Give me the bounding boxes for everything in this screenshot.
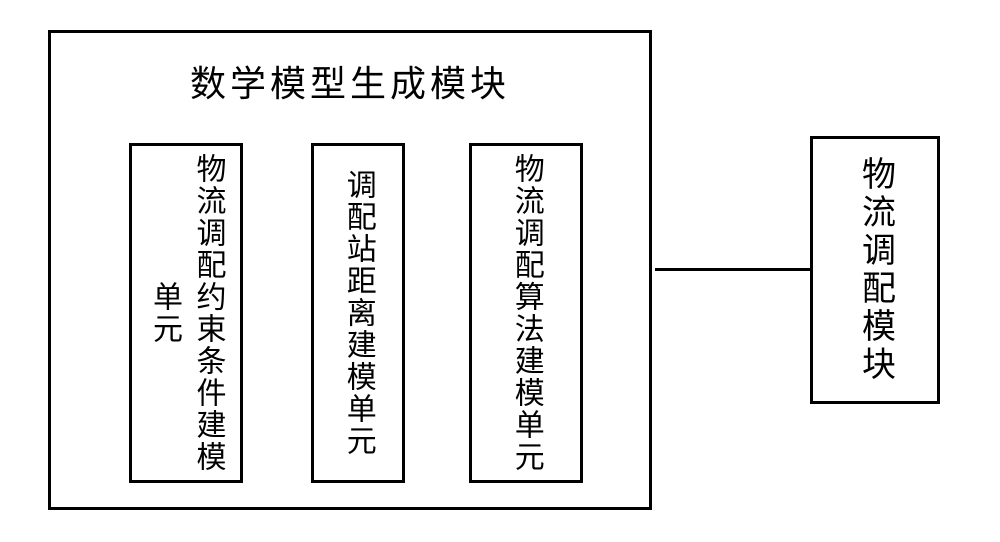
main-module-box: 数学模型生成模块 物流调配约束条件建模单元 调配站距离建模单元 物流调配算法建模… — [48, 30, 652, 510]
logistics-algorithm-unit-box: 物流调配算法建模单元 — [469, 143, 583, 483]
main-module-title: 数学模型生成模块 — [51, 55, 649, 107]
station-distance-unit-label: 调配站距离建模单元 — [336, 169, 380, 457]
connector-line — [655, 268, 810, 271]
logistics-constraint-unit-label: 物流调配约束条件建模单元 — [143, 146, 230, 480]
logistics-constraint-unit-box: 物流调配约束条件建模单元 — [129, 143, 243, 483]
logistics-dispatch-module-box: 物流调配模块 — [810, 136, 940, 404]
logistics-algorithm-unit-label: 物流调配算法建模单元 — [504, 153, 548, 473]
logistics-dispatch-module-label: 物流调配模块 — [850, 156, 901, 384]
station-distance-unit-box: 调配站距离建模单元 — [311, 143, 405, 483]
